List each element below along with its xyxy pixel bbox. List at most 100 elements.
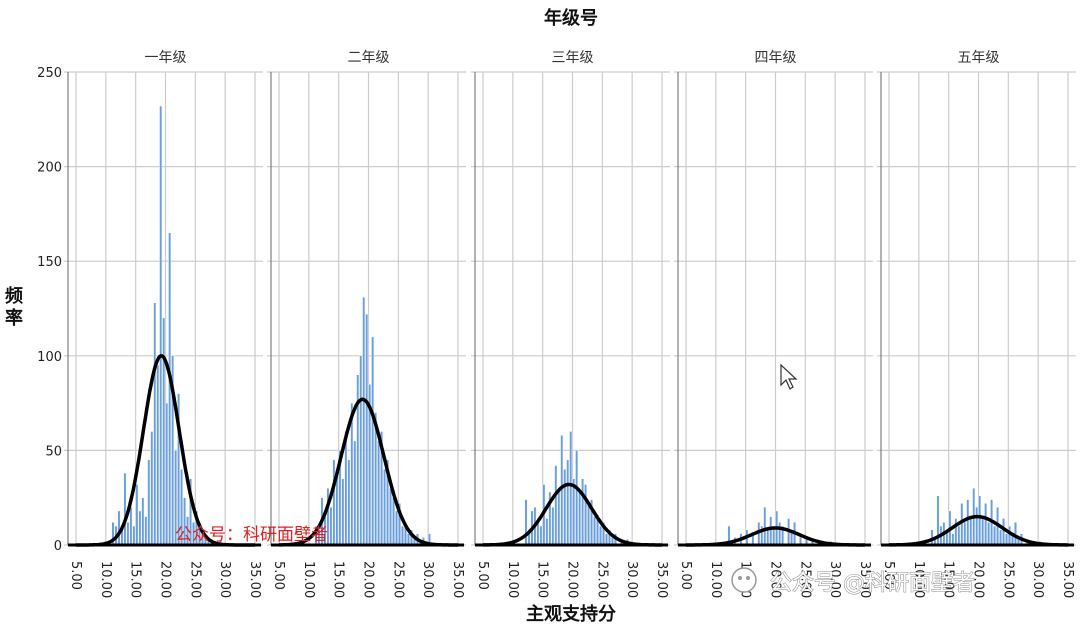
x-tick-label: 30.00 [827,561,842,598]
x-tick-label: 5.00 [678,561,693,590]
histogram-bar [557,488,561,546]
histogram-bar [599,525,602,546]
x-tick-label: 15.00 [941,561,956,598]
y-axis-title-char-2: 率 [5,307,23,329]
histogram-bar [966,499,970,546]
panel-2: 二年级 5.00 10.00 15.00 20.00 25.00 30.00 35.00 [267,50,466,598]
histogram-bar [135,484,139,546]
histogram-bar [153,302,157,546]
histogram-bar [138,510,142,546]
histogram-bar [551,506,555,546]
x-tick-label: 10.00 [98,561,113,598]
histogram-bar [168,232,172,546]
histogram-bar [329,506,333,546]
histogram-bar [999,529,1002,546]
x-tick-label: 20.00 [768,561,783,598]
x-tick-label: 10.00 [708,561,723,598]
histogram-bar [392,497,395,546]
panel-3: 三年级 5.00 10.00 15.00 20.00 25.00 30.00 35.00 [471,50,670,598]
histogram-bar [371,336,375,546]
histogram-bar [359,355,363,546]
histogram-bar [960,503,964,546]
x-tick-label: 30.00 [1030,561,1045,598]
x-tick-label: 35.00 [247,561,262,598]
histogram-bar [563,469,567,546]
panel-title: 四年级 [755,50,797,66]
panel-title: 二年级 [348,50,390,66]
histogram-bar [344,431,348,546]
watermark-red: 公众号：科研面壁者 [175,525,328,545]
histogram-bar [365,313,369,546]
watermark-gray: 公众号 @科研面壁者 [770,571,975,596]
histogram-bar [593,516,596,546]
x-tick-label: 35.00 [450,561,465,598]
x-tick-label: 5.00 [68,561,83,590]
histogram-bar [389,488,392,546]
histogram-bar [987,522,991,546]
x-tick-label: 15.00 [128,561,143,598]
x-tick-label: 35.00 [1060,561,1075,598]
histogram-bar [162,317,166,546]
histogram-bar [569,431,573,546]
histogram-bar [347,459,351,546]
x-tick-label: 20.00 [158,561,173,598]
histogram-bar [554,465,558,546]
y-tick-label: 50 [45,444,62,459]
histogram-bar [159,105,163,546]
histogram-bar [332,459,336,546]
chart-title: 年级号 [544,7,598,29]
x-tick-label: 30.00 [624,561,639,598]
x-tick-label: 5.00 [881,561,896,590]
histogram-bar [984,503,988,546]
x-tick-label: 5.00 [271,561,286,590]
panel-title: 五年级 [958,50,1000,66]
histogram-bar [581,478,585,546]
x-tick-label: 25.00 [390,561,405,598]
histogram-bar [150,431,154,546]
x-tick-label: 15.00 [331,561,346,598]
histogram-bar [165,402,169,546]
x-tick-label: 10.00 [301,561,316,598]
histogram-bar [1002,518,1005,546]
histogram-bar [407,533,410,546]
x-tick-label: 30.00 [217,561,232,598]
x-tick-label: 5.00 [475,561,490,590]
histogram-bar [578,491,582,546]
x-tick-label: 10.00 [911,561,926,598]
panel-title: 三年级 [552,50,594,66]
histogram-bar [1005,533,1008,546]
wechat-logo-icon [731,567,757,593]
histogram-bar [383,469,386,546]
y-tick-label: 0 [54,539,62,554]
histogram-bar [1014,522,1017,546]
histogram-bar [126,522,130,546]
histogram-bar [117,510,121,546]
histogram-bar [587,503,591,546]
y-axis-ticks: 0 50 100 150 200 250 [37,66,62,554]
x-tick-label: 20.00 [361,561,376,598]
histogram-bar [957,525,961,546]
x-tick-label: 35.00 [857,561,872,598]
x-tick-label: 20.00 [565,561,580,598]
y-tick-label: 100 [37,350,62,365]
histogram-bar [575,450,579,546]
histogram-bar [963,522,967,546]
histogram-bar [395,510,398,546]
histogram-bar [954,518,958,546]
histogram-bar [975,506,979,546]
histogram-bar [524,499,528,546]
histogram-bar [978,495,982,546]
histogram-bar [584,484,588,546]
x-axis-title: 主观支持分 [526,603,616,625]
histogram-bar [981,516,985,546]
x-tick-label: 30.00 [420,561,435,598]
x-tick-label: 25.00 [1000,561,1015,598]
panel-5: 五年级 5.00 10.00 15.00 20.00 25.00 30.00 35.00 [877,50,1076,598]
x-tick-label: 35.00 [654,561,669,598]
histogram-bar [969,516,973,546]
y-axis-title-char-1: 频 [5,285,23,307]
histogram-bar [951,533,955,546]
